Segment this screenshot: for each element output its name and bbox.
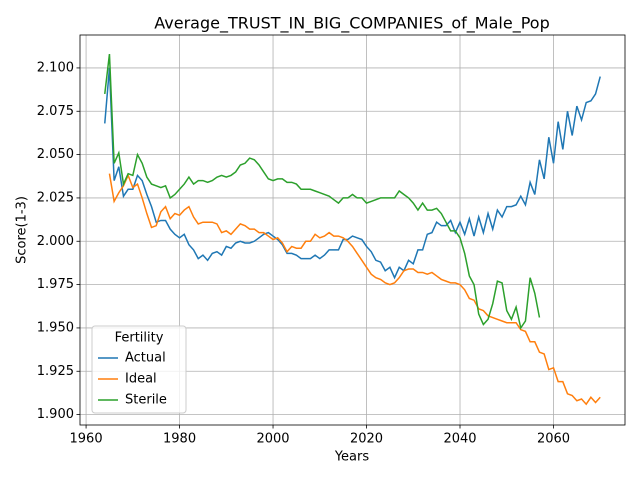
y-tick-label: 1.900 bbox=[37, 407, 74, 422]
x-tick-label: 2020 bbox=[350, 432, 383, 447]
series-line bbox=[104, 67, 601, 280]
x-tick-label: 2000 bbox=[256, 432, 289, 447]
legend-label: Ideal bbox=[125, 372, 157, 387]
y-axis-label: Score(1-3) bbox=[15, 196, 30, 264]
y-tick-label: 2.000 bbox=[37, 234, 74, 249]
y-tick-label: 2.050 bbox=[37, 147, 74, 162]
legend-box bbox=[91, 325, 187, 414]
series-line bbox=[108, 173, 601, 406]
legend: Fertility Actual Ideal Sterile bbox=[91, 325, 187, 414]
legend-label: Actual bbox=[125, 351, 166, 366]
x-tick-label: 2060 bbox=[537, 432, 570, 447]
y-tick-label: 2.075 bbox=[37, 104, 74, 119]
chart-title: Average_TRUST_IN_BIG_COMPANIES_of_Male_P… bbox=[154, 14, 549, 34]
x-tick-label: 1980 bbox=[163, 432, 196, 447]
series-line bbox=[104, 53, 541, 330]
legend-title: Fertility bbox=[115, 331, 164, 346]
y-tick-label: 1.950 bbox=[37, 320, 74, 335]
x-axis-label: Years bbox=[334, 450, 370, 465]
y-tick-label: 1.925 bbox=[37, 364, 74, 379]
x-tick-label: 1960 bbox=[70, 432, 103, 447]
y-tick-label: 2.100 bbox=[37, 60, 74, 75]
legend-label: Sterile bbox=[125, 393, 167, 408]
y-tick-label: 2.025 bbox=[37, 190, 74, 205]
x-tick-label: 2040 bbox=[443, 432, 476, 447]
y-tick-label: 1.975 bbox=[37, 277, 74, 292]
plot-frame bbox=[79, 34, 626, 426]
